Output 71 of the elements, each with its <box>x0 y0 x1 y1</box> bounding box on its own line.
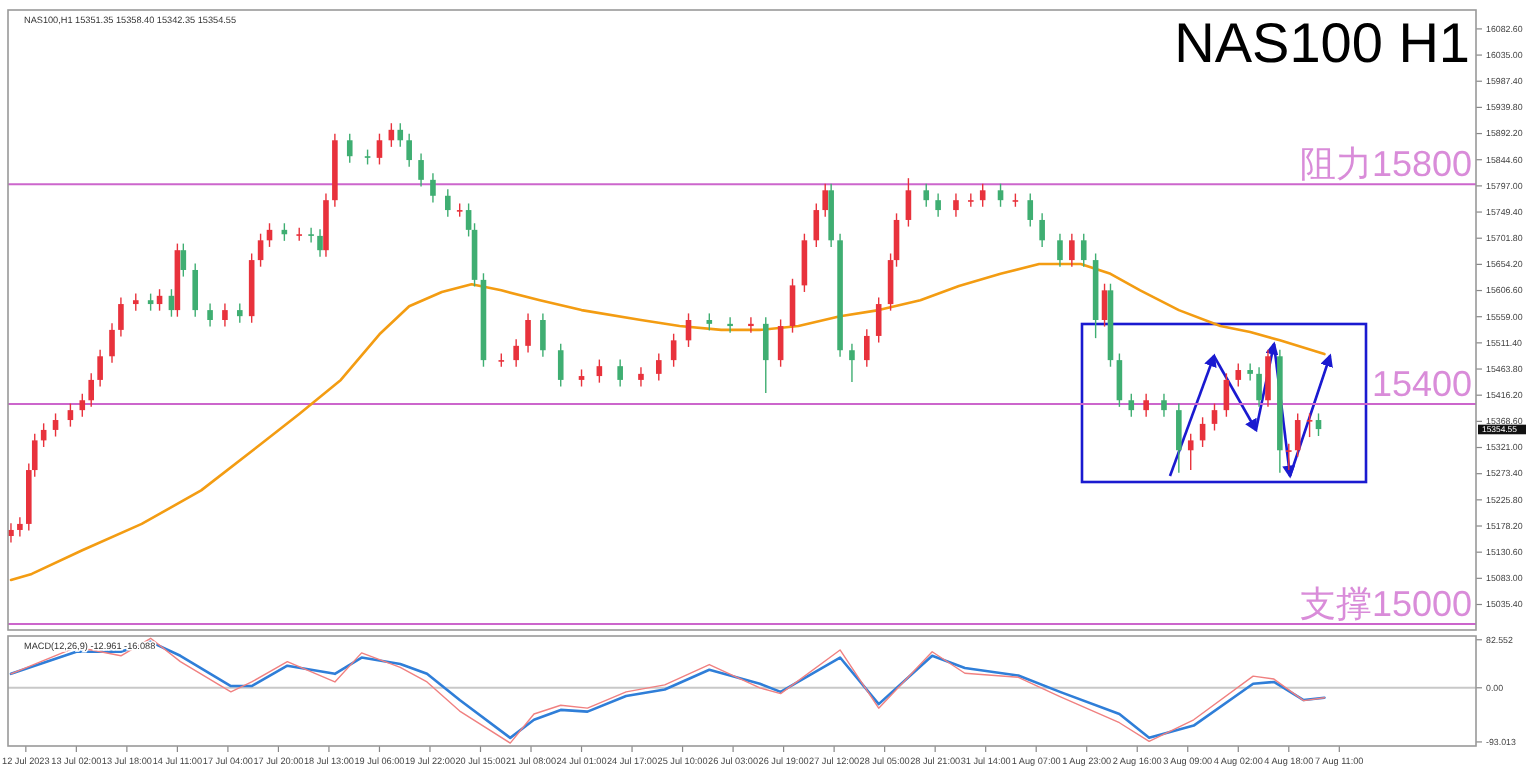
candlestick <box>1101 283 1108 328</box>
chart-title: NAS100 H1 <box>1174 12 1470 74</box>
candlestick <box>1247 362 1253 382</box>
candlestick <box>864 328 870 368</box>
candlestick <box>445 188 451 218</box>
candlestick <box>346 132 353 164</box>
candlestick <box>655 352 662 382</box>
candlestick <box>1265 348 1271 408</box>
candlestick <box>849 342 855 383</box>
candlestick <box>67 402 74 428</box>
candlestick <box>968 192 974 208</box>
candlestick <box>540 312 546 358</box>
candlestick <box>905 177 912 228</box>
candlestick <box>430 172 436 204</box>
candlestick <box>1294 412 1301 458</box>
candlestick <box>1039 212 1045 248</box>
candlestick <box>79 392 86 418</box>
candlestick <box>97 348 103 388</box>
candlestick <box>109 322 115 364</box>
candlestick <box>207 302 213 328</box>
candlestick <box>813 202 820 248</box>
candlestick <box>513 338 519 368</box>
candlestick <box>222 302 228 328</box>
candlestick <box>822 182 829 218</box>
candlestick <box>1176 402 1182 474</box>
candlestick <box>1057 233 1063 268</box>
candlestick <box>1069 233 1075 268</box>
candlestick <box>1027 192 1034 228</box>
candlestick <box>317 228 323 258</box>
candlestick <box>308 226 314 244</box>
ref-line-label: 15400 <box>1371 364 1472 405</box>
candlestick <box>670 333 677 368</box>
candlestick <box>418 152 424 188</box>
candlestick <box>192 262 199 318</box>
candlestick <box>180 242 187 278</box>
candlestick <box>1128 392 1135 418</box>
candlestick <box>935 192 941 218</box>
candlestick <box>1080 233 1087 268</box>
candlestick <box>997 182 1004 208</box>
candlestick <box>236 302 243 324</box>
candlestick <box>596 358 603 384</box>
candlestick <box>638 366 644 388</box>
candlestick <box>1143 392 1149 418</box>
candlestick <box>748 316 754 334</box>
candlestick <box>953 192 959 218</box>
candlestick <box>1306 412 1313 438</box>
candlestick <box>17 516 23 538</box>
candlestick <box>397 122 404 148</box>
candlestick <box>1161 392 1167 418</box>
candlestick <box>789 278 796 334</box>
candlestick <box>1187 433 1194 471</box>
ref-line-label: 支撑15000 <box>1299 583 1472 624</box>
candlestick <box>257 233 264 268</box>
candlestick <box>406 132 412 168</box>
candlestick <box>557 342 564 388</box>
candlestick <box>979 182 986 208</box>
candlestick <box>727 316 733 334</box>
candlestick <box>88 372 95 408</box>
candlestick <box>52 412 59 438</box>
candlestick <box>525 312 531 354</box>
line-series <box>9 262 1326 582</box>
candlestick <box>376 132 383 166</box>
candlestick <box>1235 362 1242 388</box>
candlestick <box>1256 366 1262 408</box>
candlestick <box>762 316 769 394</box>
candlestick <box>118 296 124 338</box>
candlestick <box>617 358 623 388</box>
ref-line-label: 阻力15800 <box>1299 144 1472 185</box>
candlestick <box>1211 402 1218 432</box>
candlestick <box>923 182 930 208</box>
candlestick <box>1285 442 1292 471</box>
